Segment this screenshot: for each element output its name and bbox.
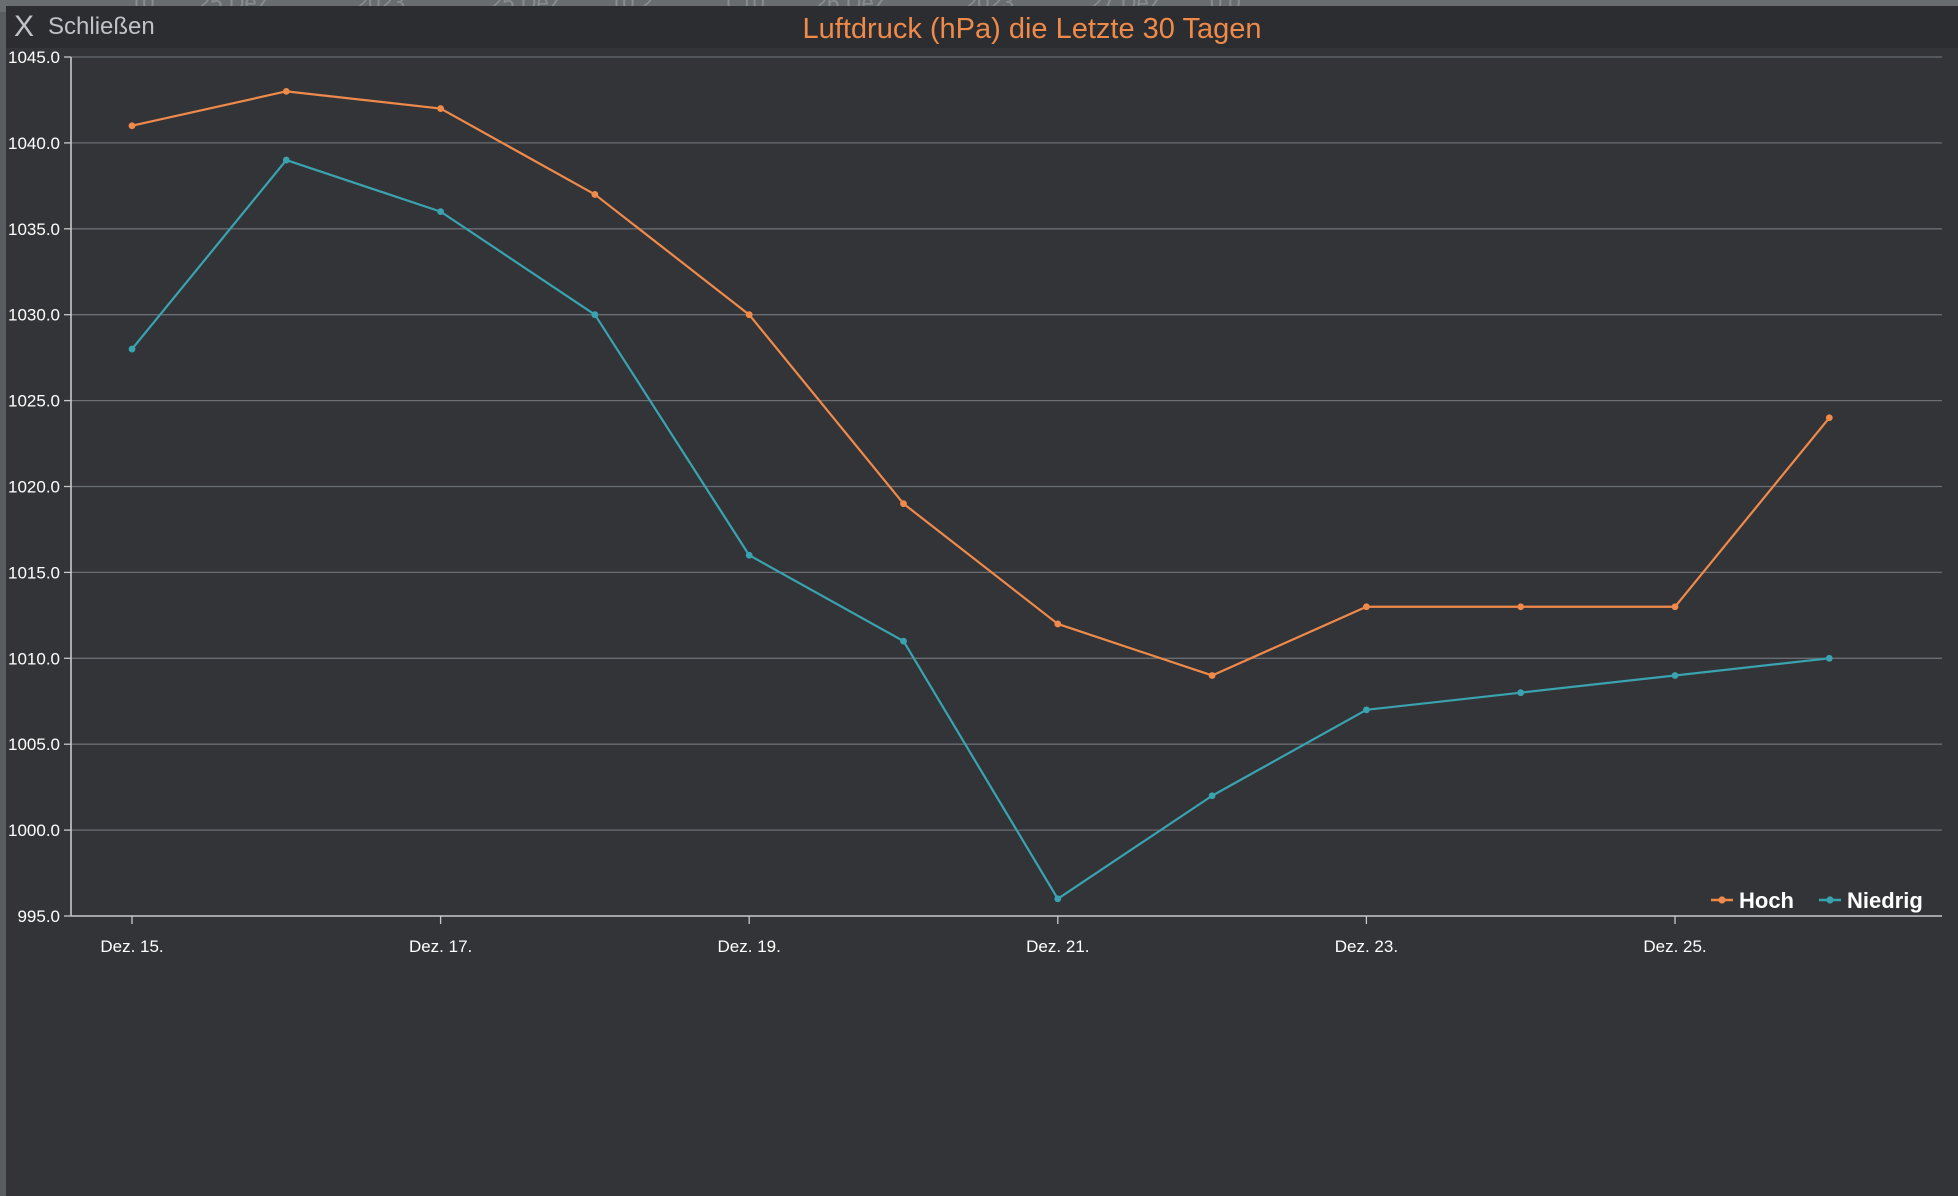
pressure-line-chart: 1045.0 1040.0 1035.0 1030.0 1025.0 1020.0 1015… <box>8 48 1942 956</box>
data-point-niedrig <box>591 311 599 319</box>
x-tick-label: Dez. 23. <box>1335 937 1398 956</box>
y-tick-label: 1015.0 <box>8 563 60 582</box>
y-tick-label: 1030.0 <box>8 306 60 325</box>
y-tick-label: 995.0 <box>17 907 60 926</box>
legend-marker-niedrig <box>1826 896 1834 904</box>
chart-title: Luftdruck (hPa) die Letzte 30 Tagen <box>802 13 1262 45</box>
y-tick-label: 1000.0 <box>8 821 60 840</box>
y-tick-label: 1005.0 <box>8 735 60 754</box>
data-point-niedrig <box>1054 895 1062 903</box>
x-tick-label: Dez. 15. <box>100 937 163 956</box>
data-point-hoch <box>437 105 444 112</box>
chart-popup-window: X Schließen Luftdruck (hPa) die Letzte 3… <box>6 6 1958 1196</box>
x-tick-label: Dez. 21. <box>1026 937 1089 956</box>
data-point-niedrig <box>745 551 753 559</box>
data-point-niedrig <box>1208 792 1216 800</box>
legend-label-niedrig: Niedrig <box>1847 888 1923 913</box>
data-point-hoch <box>1363 603 1370 611</box>
legend-marker-hoch <box>1718 896 1726 904</box>
popup-header: X Schließen Luftdruck (hPa) die Letzte 3… <box>6 6 1958 48</box>
data-point-niedrig <box>1363 706 1370 714</box>
data-point-niedrig <box>437 208 444 216</box>
data-point-niedrig <box>282 156 290 164</box>
data-point-niedrig <box>900 637 907 645</box>
y-tick-label: 1045.0 <box>8 48 60 67</box>
y-tick-label: 1025.0 <box>8 392 60 411</box>
data-point-hoch <box>1825 414 1833 422</box>
y-tick-label: 1020.0 <box>8 478 60 497</box>
close-label[interactable]: Schließen <box>48 13 155 40</box>
data-point-hoch <box>1208 672 1216 679</box>
data-point-hoch <box>745 311 753 319</box>
data-point-niedrig <box>1517 689 1525 697</box>
data-point-hoch <box>1517 603 1525 611</box>
y-tick-label: 1035.0 <box>8 220 60 239</box>
x-tick-label: Dez. 17. <box>409 937 472 956</box>
y-tick-label: 1040.0 <box>8 134 60 153</box>
data-point-hoch <box>591 191 599 198</box>
series-layer <box>128 87 1833 903</box>
data-point-niedrig <box>1825 654 1833 662</box>
data-point-niedrig <box>128 345 136 353</box>
data-point-hoch <box>128 122 136 130</box>
data-point-niedrig <box>1671 672 1679 679</box>
series-line-niedrig <box>131 158 1830 900</box>
legend-label-hoch: Hoch <box>1739 888 1794 913</box>
legend: Hoch Niedrig <box>1711 888 1923 913</box>
data-point-hoch <box>1054 620 1062 628</box>
x-tick-label: Dez. 25. <box>1643 937 1706 956</box>
grid-layer <box>71 56 1942 917</box>
data-point-hoch <box>900 500 907 508</box>
close-icon[interactable]: X <box>14 10 35 43</box>
data-point-hoch <box>282 87 290 95</box>
axis-layer: 1045.0 1040.0 1035.0 1030.0 1025.0 1020.0 1015… <box>8 48 1707 956</box>
y-tick-label: 1010.0 <box>8 649 60 668</box>
close-button[interactable]: X Schließen <box>14 12 155 42</box>
data-point-hoch <box>1671 603 1679 611</box>
x-tick-label: Dez. 19. <box>718 937 781 956</box>
series-line-hoch <box>131 90 1831 677</box>
